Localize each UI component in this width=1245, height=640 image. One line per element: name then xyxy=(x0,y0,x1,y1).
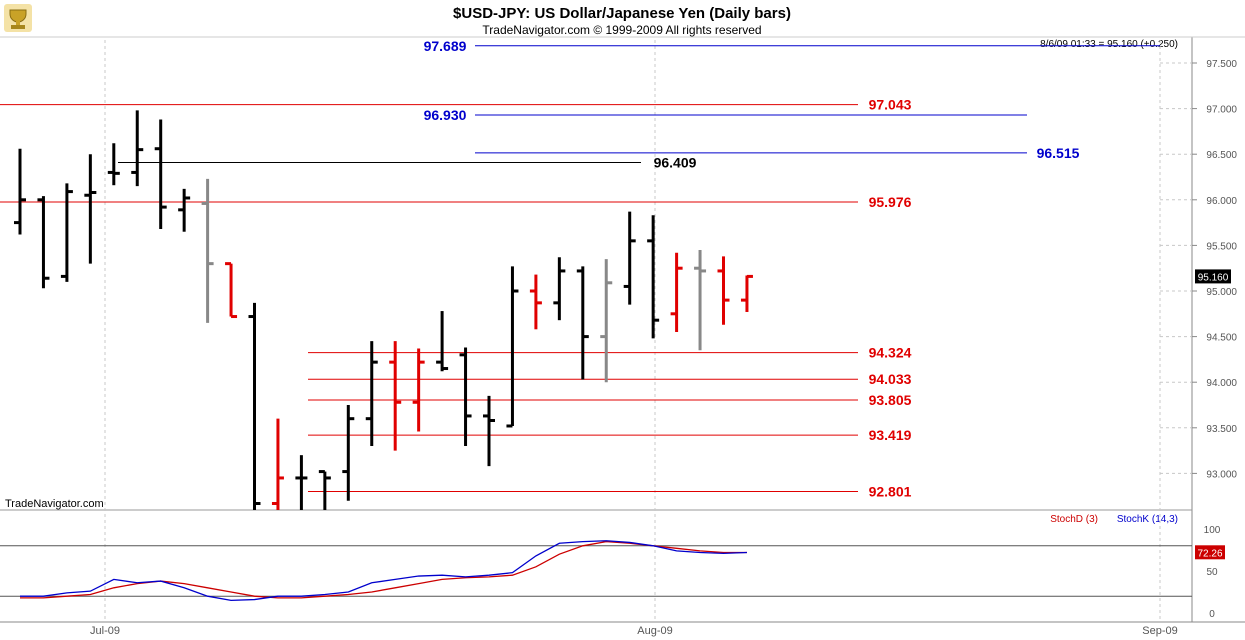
level-label: 92.801 xyxy=(869,484,912,500)
price-tick-label: 93.500 xyxy=(1206,424,1237,435)
chart-subtitle: TradeNavigator.com © 1999-2009 All right… xyxy=(482,23,761,37)
legend-stoch-d: StochD (3) xyxy=(1050,514,1098,525)
level-label: 94.324 xyxy=(869,345,912,361)
legend-stoch-k: StochK (14,3) xyxy=(1117,514,1178,525)
level-label: 97.043 xyxy=(869,97,912,113)
ohlc-bar xyxy=(295,455,308,510)
ohlc-bar xyxy=(154,119,167,229)
level-label: 96.409 xyxy=(654,154,697,170)
stoch-d-line xyxy=(20,540,747,599)
ohlc-bar xyxy=(717,256,730,325)
stoch-tick-label: 50 xyxy=(1206,567,1218,578)
level-label: 95.976 xyxy=(869,194,912,210)
ohlc-bar xyxy=(576,266,589,380)
right-axis-panel xyxy=(1192,37,1245,640)
level-label: 93.805 xyxy=(869,392,912,408)
watermark: TradeNavigator.com xyxy=(5,498,104,510)
level-label: 97.689 xyxy=(424,38,467,54)
stoch-last-box xyxy=(1195,545,1225,560)
quote-readout: 8/6/09 01:33 = 95.160 (+0.250) xyxy=(1040,39,1178,50)
level-label: 94.033 xyxy=(869,371,912,387)
ohlc-bar xyxy=(740,274,753,312)
ohlc-bar xyxy=(483,395,495,467)
ohlc-bar xyxy=(623,211,636,305)
ohlc-bar xyxy=(600,259,613,383)
ohlc-bar xyxy=(248,302,261,510)
chart-title: $USD-JPY: US Dollar/Japanese Yen (Daily … xyxy=(453,5,791,22)
stoch-tick-label: 0 xyxy=(1209,609,1215,620)
ohlc-bar xyxy=(436,311,449,372)
stoch-k-line xyxy=(20,540,747,602)
date-tick-label: Jul-09 xyxy=(90,625,120,637)
price-tick-label: 96.500 xyxy=(1206,150,1237,161)
ohlc-bar xyxy=(506,266,519,428)
last-price-box xyxy=(1195,269,1231,284)
date-tick-label: Sep-09 xyxy=(1142,625,1177,637)
ohlc-bar xyxy=(60,183,73,282)
price-tick-label: 95.500 xyxy=(1206,241,1237,252)
price-tick-label: 94.000 xyxy=(1206,378,1237,389)
price-tick-label: 97.500 xyxy=(1206,59,1237,70)
ohlc-bar xyxy=(694,249,707,351)
ohlc-bar xyxy=(459,347,472,447)
ohlc-bar xyxy=(84,154,97,264)
ohlc-bar xyxy=(389,341,402,451)
date-tick-label: Aug-09 xyxy=(637,625,672,637)
ohlc-bar xyxy=(131,110,144,187)
price-tick-label: 95.000 xyxy=(1206,287,1237,298)
ohlc-bar xyxy=(342,405,355,501)
level-label: 96.515 xyxy=(1037,145,1080,161)
ohlc-bar xyxy=(553,257,566,321)
price-tick-label: 93.000 xyxy=(1206,469,1237,480)
price-tick-label: 97.000 xyxy=(1206,105,1237,116)
ohlc-bar xyxy=(412,348,425,432)
ohlc-bar xyxy=(225,262,238,319)
level-label: 96.930 xyxy=(424,107,467,123)
level-label: 93.419 xyxy=(869,427,912,443)
ohlc-bar xyxy=(318,470,331,510)
last-price-label: 95.160 xyxy=(1198,272,1229,283)
stoch-tick-label: 100 xyxy=(1204,525,1221,536)
ohlc-bar xyxy=(201,178,214,323)
stoch-last-label: 72.26 xyxy=(1197,548,1222,559)
ohlc-bar xyxy=(107,143,120,186)
ohlc-bar xyxy=(37,196,50,289)
ohlc-bar xyxy=(271,418,284,510)
price-tick-label: 94.500 xyxy=(1206,333,1237,344)
ohlc-bar xyxy=(647,215,660,339)
gold-trophy-icon xyxy=(4,4,32,32)
ohlc-bar xyxy=(178,188,191,232)
ohlc-bar xyxy=(365,341,378,447)
ohlc-bar xyxy=(529,274,542,330)
ohlc-bar xyxy=(670,252,683,333)
ohlc-bar xyxy=(14,148,26,235)
price-tick-label: 96.000 xyxy=(1206,196,1237,207)
